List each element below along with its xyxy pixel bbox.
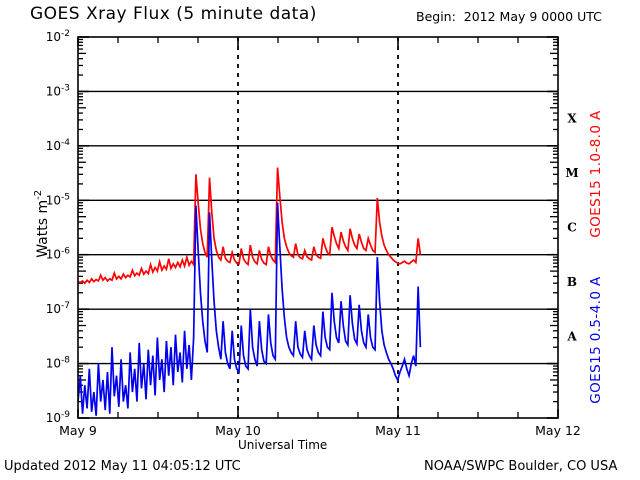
flux-trace	[78, 167, 422, 285]
y-tick-label: 10-4	[46, 138, 71, 153]
y-axis-tick-labels: 10-210-310-410-510-610-710-810-9	[46, 29, 71, 425]
plot-frame	[77, 36, 559, 419]
source-credit: NOAA/SWPC Boulder, CO USA	[424, 459, 618, 474]
x-tick-label: May 10	[215, 423, 261, 438]
x-tick-label: May 11	[375, 423, 421, 438]
day-separators	[237, 37, 399, 418]
gridlines	[78, 90, 558, 365]
updated-timestamp: Updated 2012 May 11 04:05:12 UTC	[4, 459, 241, 474]
y-tick-label: 10-6	[46, 247, 71, 262]
chart-title: GOES Xray Flux (5 minute data)	[30, 4, 317, 24]
x-tick-label: May 9	[59, 423, 97, 438]
channel-legend: GOES15 1.0-8.0 A GOES15 0.5-4.0 A	[588, 110, 604, 404]
begin-time-label: Begin: 2012 May 9 0000 UTC	[416, 9, 602, 24]
y-axis-ticks	[78, 36, 558, 419]
y-tick-label: 10-2	[46, 29, 70, 44]
flare-class-label: M	[565, 166, 578, 180]
flux-trace	[78, 202, 422, 416]
y-tick-label: 10-3	[46, 83, 70, 98]
x-axis-tick-labels: May 9 May 10 May 11 May 12	[59, 423, 581, 438]
y-tick-label: 10-7	[46, 301, 70, 316]
x-tick-label: May 12	[535, 423, 581, 438]
y-tick-label: 10-8	[46, 356, 71, 371]
legend-short-channel: GOES15 0.5-4.0 A	[588, 276, 604, 404]
y-tick-label: 10-5	[46, 192, 70, 207]
legend-long-channel: GOES15 1.0-8.0 A	[588, 110, 604, 238]
x-axis-ticks	[77, 37, 559, 418]
flare-class-label: B	[567, 275, 577, 289]
flare-class-label: X	[567, 112, 577, 126]
data-traces	[78, 167, 422, 416]
flare-class-label: A	[566, 329, 577, 343]
flare-class-labels: A B C M X	[565, 112, 578, 344]
x-axis-label: Universal Time	[238, 438, 328, 452]
flare-class-label: C	[567, 221, 577, 235]
